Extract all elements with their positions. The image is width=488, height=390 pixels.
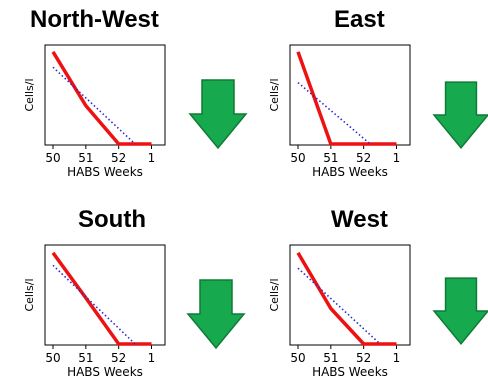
x-axis-label: HABS Weeks	[312, 365, 388, 379]
plot-frame	[44, 244, 166, 346]
x-tick-label: 50	[290, 151, 305, 165]
x-tick-label: 51	[78, 351, 93, 365]
down-arrow-icon	[432, 81, 488, 150]
reference-line	[52, 264, 136, 345]
panel-title-west: West	[331, 206, 388, 233]
x-axis-label: HABS Weeks	[312, 165, 388, 179]
x-tick-label: 52	[111, 151, 126, 165]
x-tick-label: 50	[45, 151, 60, 165]
x-tick-label: 50	[45, 351, 60, 365]
chart-north-west: 50 51 52 1 HABS Weeks Cells/l	[23, 44, 166, 179]
panel-title-east: East	[334, 6, 385, 33]
y-axis-label: Cells/l	[23, 78, 36, 111]
chart-west: 50 51 52 1 HABS Weeks Cells/l	[268, 244, 411, 379]
x-axis-label: HABS Weeks	[67, 365, 143, 379]
chart-south: 50 51 52 1 HABS Weeks Cells/l	[23, 244, 166, 379]
down-arrow-icon	[432, 277, 488, 346]
x-tick-label: 52	[356, 351, 371, 365]
x-tick-label: 1	[393, 151, 401, 165]
plot-frame	[289, 244, 411, 346]
x-tick-label: 1	[393, 351, 401, 365]
x-tick-label: 52	[356, 151, 371, 165]
x-tick-label: 51	[323, 351, 338, 365]
chart-east: 50 51 52 1 HABS Weeks Cells/l	[268, 44, 411, 179]
panel-title-north-west: North-West	[30, 6, 159, 33]
x-tick-label: 52	[111, 351, 126, 365]
x-tick-label: 1	[148, 351, 156, 365]
trend-line	[51, 251, 152, 346]
x-tick-label: 51	[78, 151, 93, 165]
y-axis-label: Cells/l	[23, 278, 36, 311]
x-axis-label: HABS Weeks	[67, 165, 143, 179]
trend-line	[296, 251, 397, 346]
y-axis-label: Cells/l	[268, 78, 281, 111]
reference-line	[52, 66, 136, 145]
x-tick-label: 51	[323, 151, 338, 165]
panel-title-south: South	[78, 206, 146, 233]
x-tick-label: 50	[290, 351, 305, 365]
down-arrow-icon	[186, 279, 246, 350]
plot-frame	[289, 44, 411, 146]
down-arrow-icon	[188, 79, 248, 150]
trend-line	[51, 50, 152, 146]
reference-line	[297, 267, 381, 345]
trend-line	[296, 51, 397, 146]
plot-frame	[44, 44, 166, 146]
x-tick-label: 1	[148, 151, 156, 165]
y-axis-label: Cells/l	[268, 278, 281, 311]
reference-line	[297, 81, 371, 145]
